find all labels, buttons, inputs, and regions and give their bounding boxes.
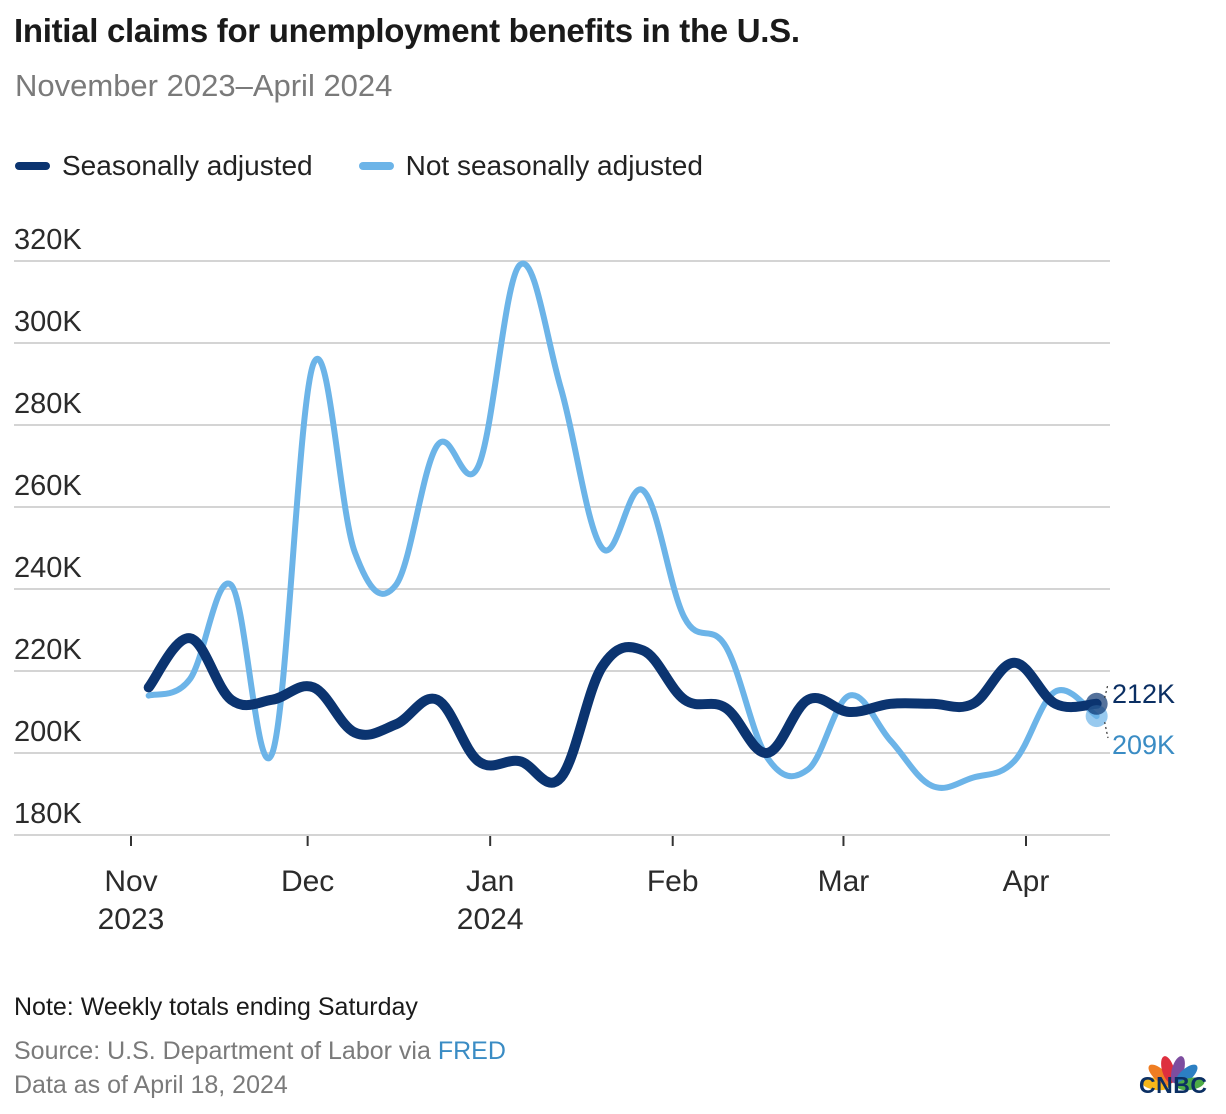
y-tick-label: 180K — [14, 798, 82, 830]
y-axis-tick-labels: 180K 200K 220K 240K 260K 280K 300K 320K — [14, 224, 82, 830]
leader-line — [1104, 683, 1109, 698]
chart-subtitle: November 2023–April 2024 — [15, 68, 393, 103]
legend-label: Not seasonally adjusted — [405, 150, 703, 181]
x-tick-label: Jan — [466, 865, 514, 898]
end-labels: 212K 209K — [1085, 679, 1175, 760]
fred-link[interactable]: FRED — [437, 1037, 506, 1065]
legend-item-not-seasonally-adjusted: Not seasonally adjusted — [358, 150, 703, 182]
peacock-feather — [1175, 1064, 1198, 1086]
series-lines — [143, 260, 1102, 791]
chart-title: Initial claims for unemployment benefits… — [14, 12, 800, 49]
legend-swatch-not-seasonally-adjusted — [358, 162, 394, 170]
peacock-feather — [1148, 1064, 1171, 1086]
y-tick-label: 280K — [14, 388, 82, 420]
end-label-seasonally-adjusted: 212K — [1112, 679, 1175, 709]
x-tick-label: Dec — [281, 865, 334, 898]
legend-item-seasonally-adjusted: Seasonally adjusted — [15, 150, 313, 182]
x-tick-label: Mar — [818, 865, 870, 898]
gridlines — [14, 260, 1110, 836]
x-tick-label: Nov — [104, 865, 157, 898]
source-line: Source: U.S. Department of Labor via FRE… — [14, 1037, 506, 1066]
x-tick-label: Feb — [647, 865, 699, 898]
cnbc-peacock-icon — [1141, 1056, 1205, 1091]
y-tick-label: 300K — [14, 306, 82, 338]
series-line-seasonally-adjusted — [143, 633, 1102, 788]
x-tick-year-label: 2024 — [457, 903, 524, 936]
leader-line — [1104, 721, 1109, 739]
end-label-not-seasonally-adjusted: 209K — [1112, 730, 1175, 760]
legend: Seasonally adjusted Not seasonally adjus… — [15, 150, 749, 182]
x-tick-label: Apr — [1003, 865, 1050, 898]
peacock-feather — [1176, 1077, 1205, 1091]
y-tick-label: 200K — [14, 716, 82, 748]
y-tick-label: 260K — [14, 470, 82, 502]
source-text: Source: U.S. Department of Labor via — [14, 1037, 438, 1065]
line-chart: 180K 200K 220K 240K 260K 280K 300K 320K Nov 2023… — [14, 224, 1175, 936]
series-line-not-seasonally-adjusted — [145, 260, 1100, 791]
y-tick-label: 220K — [14, 634, 82, 666]
x-axis: Nov 2023 Dec Jan 2024 Feb Mar Apr — [98, 836, 1050, 936]
y-tick-label: 240K — [14, 552, 82, 584]
end-marker-seasonally-adjusted — [1085, 692, 1108, 715]
x-tick-year-label: 2023 — [98, 903, 165, 936]
legend-label: Seasonally adjusted — [62, 150, 313, 181]
y-tick-label: 320K — [14, 224, 82, 256]
cnbc-logo-text: CNBC — [1139, 1072, 1208, 1098]
footnote: Note: Weekly totals ending Saturday — [14, 993, 418, 1021]
legend-swatch-seasonally-adjusted — [15, 162, 50, 170]
data-as-of: Data as of April 18, 2024 — [14, 1071, 288, 1099]
